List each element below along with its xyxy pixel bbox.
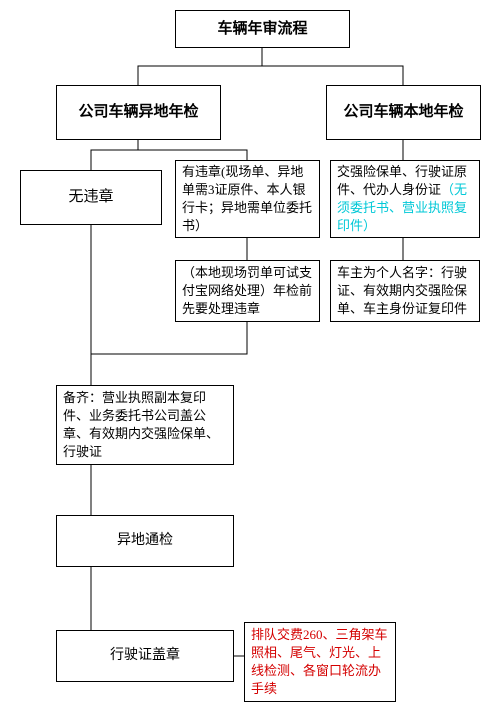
node-personal-label: 车主为个人名字：行驶证、有效期内交强险保单、车主身份证复印件 [337,264,473,319]
edge-root-local [262,48,403,85]
node-queue: 排队交费260、三角架车照相、尾气、灯光、上线检测、各窗口轮流办手续 [244,622,396,702]
node-pre-handle: （本地现场罚单可试支付宝网络处理）年检前先要处理违章 [175,260,320,322]
node-remote-pass: 异地通检 [56,515,234,567]
node-local: 公司车辆本地年检 [326,85,481,140]
node-has-violation: 有违章(现场单、异地单需3证原件、本人银行卡；异地需单位委托书） [175,160,320,238]
node-no-violation-label: 无违章 [68,187,113,208]
node-prepare: 备齐：营业执照副本复印件、业务委托书公司盖公章、有效期内交强险保单、行驶证 [56,385,234,465]
node-remote-label: 公司车辆异地年检 [78,102,198,123]
node-personal: 车主为个人名字：行驶证、有效期内交强险保单、车主身份证复印件 [330,260,480,322]
node-local-docs-label: 交强险保单、行驶证原件、代办人身份证（无须委托书、营业执照复印件） [337,163,473,236]
node-local-label: 公司车辆本地年检 [343,102,463,123]
node-queue-label: 排队交费260、三角架车照相、尾气、灯光、上线检测、各窗口轮流办手续 [251,626,389,699]
node-remote-pass-label: 异地通检 [117,531,173,551]
node-no-violation: 无违章 [20,170,162,225]
edge-remote-no_violation [91,140,138,170]
node-pre-handle-label: （本地现场罚单可试支付宝网络处理）年检前先要处理违章 [182,264,313,319]
node-remote: 公司车辆异地年检 [56,85,221,140]
edge-remote-has_violation [138,140,247,160]
node-stamp: 行驶证盖章 [56,630,234,682]
node-root-label: 车辆年审流程 [217,19,307,40]
edge-pre_handle-prepare_b [91,322,247,385]
node-local-docs: 交强险保单、行驶证原件、代办人身份证（无须委托书、营业执照复印件） [330,160,480,238]
node-root: 车辆年审流程 [175,10,350,48]
node-stamp-label: 行驶证盖章 [110,646,180,666]
edge-root-remote [138,48,262,85]
node-has-violation-label: 有违章(现场单、异地单需3证原件、本人银行卡；异地需单位委托书） [182,163,313,236]
node-prepare-label: 备齐：营业执照副本复印件、业务委托书公司盖公章、有效期内交强险保单、行驶证 [63,389,227,462]
